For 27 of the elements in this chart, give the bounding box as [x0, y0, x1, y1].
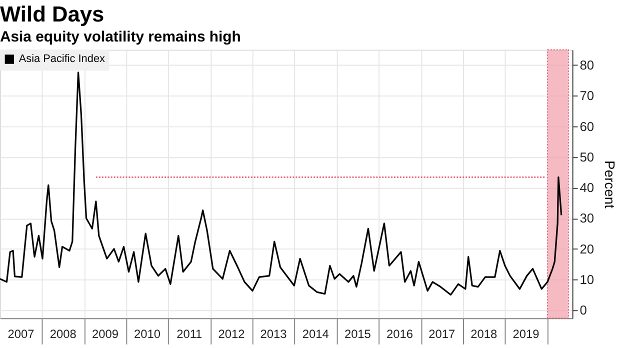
y-tick-label: 40 — [580, 180, 594, 196]
x-tick-label: 2008 — [50, 326, 77, 341]
x-tick-label: 2009 — [92, 326, 119, 341]
y-axis-title: Percent — [602, 160, 618, 209]
y-tick-label: 70 — [580, 88, 594, 104]
chart-title: Wild Days — [0, 1, 104, 26]
x-tick-label: 2007 — [8, 326, 35, 341]
x-tick-label: 2010 — [134, 326, 161, 341]
x-tick-label: 2014 — [302, 326, 330, 341]
legend-label: Asia Pacific Index — [18, 53, 106, 66]
x-tick-label: 2017 — [428, 326, 456, 341]
y-tick-label: 50 — [580, 149, 594, 164]
y-tick-label: 80 — [580, 58, 594, 73]
x-tick-label: 2019 — [512, 326, 540, 341]
y-tick-label: 60 — [580, 118, 594, 134]
y-tick-label: 30 — [580, 210, 594, 226]
x-tick-label: 2018 — [470, 326, 498, 341]
line-series — [0, 72, 562, 296]
y-tick-label: 10 — [580, 272, 594, 287]
x-tick-label: 2013 — [260, 326, 288, 341]
x-tick-label: 2016 — [386, 326, 414, 341]
x-tick-label: 2012 — [218, 326, 246, 341]
y-tick-label: 0 — [580, 302, 587, 318]
y-tick-label: 20 — [580, 241, 594, 256]
x-tick-label: 2015 — [344, 326, 372, 341]
chart-subtitle: Asia equity volatility remains high — [0, 29, 241, 46]
x-tick-label: 2011 — [176, 326, 203, 341]
